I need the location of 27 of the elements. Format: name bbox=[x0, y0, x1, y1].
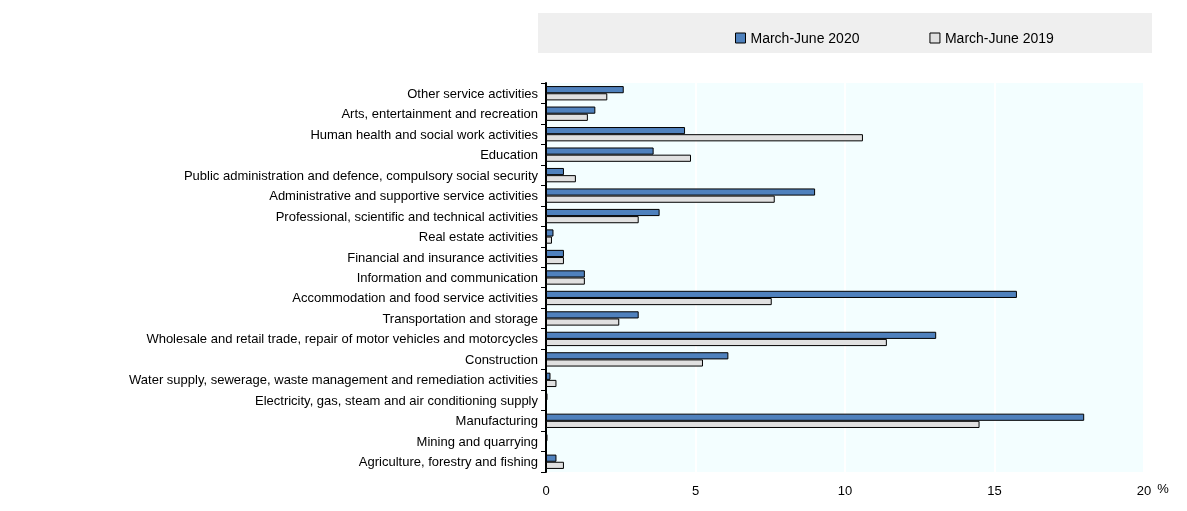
y-tick-label: Administrative and supportive service activities bbox=[269, 188, 539, 204]
y-tick-label: Financial and insurance activities bbox=[347, 249, 539, 265]
y-tick-label: Transportation and storage bbox=[382, 310, 538, 326]
x-tick-label: 20 bbox=[1136, 483, 1152, 498]
y-tick-label: Manufacturing bbox=[455, 413, 538, 429]
x-tick-label: 5 bbox=[691, 483, 700, 498]
y-tick-label: Water supply, sewerage, waste management and remediation activities bbox=[129, 372, 539, 388]
x-axis-title: % bbox=[1157, 481, 1170, 496]
x-tick-label: 15 bbox=[987, 483, 1002, 498]
y-tick-label: Mining and quarrying bbox=[416, 433, 538, 449]
y-tick-label: Professional, scientific and technical activities bbox=[275, 208, 539, 224]
y-tick-label: Real estate activities bbox=[418, 229, 539, 245]
y-tick-label: Construction bbox=[465, 351, 538, 367]
y-tick-label: Public administration and defence, compulsory social security bbox=[183, 167, 539, 183]
legend-label: March-June 2020 bbox=[750, 30, 860, 46]
y-tick-label: Wholesale and retail trade, repair of motor vehicles and motorcycles bbox=[146, 331, 539, 347]
x-tick-label: 0 bbox=[542, 483, 550, 498]
y-tick-label: Agriculture, forestry and fishing bbox=[358, 454, 538, 470]
x-tick-label: 10 bbox=[837, 483, 853, 498]
y-tick-label: Accommodation and food service activities bbox=[292, 290, 539, 306]
y-tick-label: Electricity, gas, steam and air conditioning supply bbox=[254, 392, 539, 408]
y-tick-label: Education bbox=[480, 147, 538, 163]
y-tick-label: Human health and social work activities bbox=[310, 126, 539, 142]
y-tick-label: Arts, entertainment and recreation bbox=[341, 106, 538, 122]
y-tick-label: Other service activities bbox=[407, 85, 539, 101]
legend-label: March-June 2019 bbox=[944, 30, 1055, 46]
y-tick-label: Information and communication bbox=[356, 270, 538, 285]
